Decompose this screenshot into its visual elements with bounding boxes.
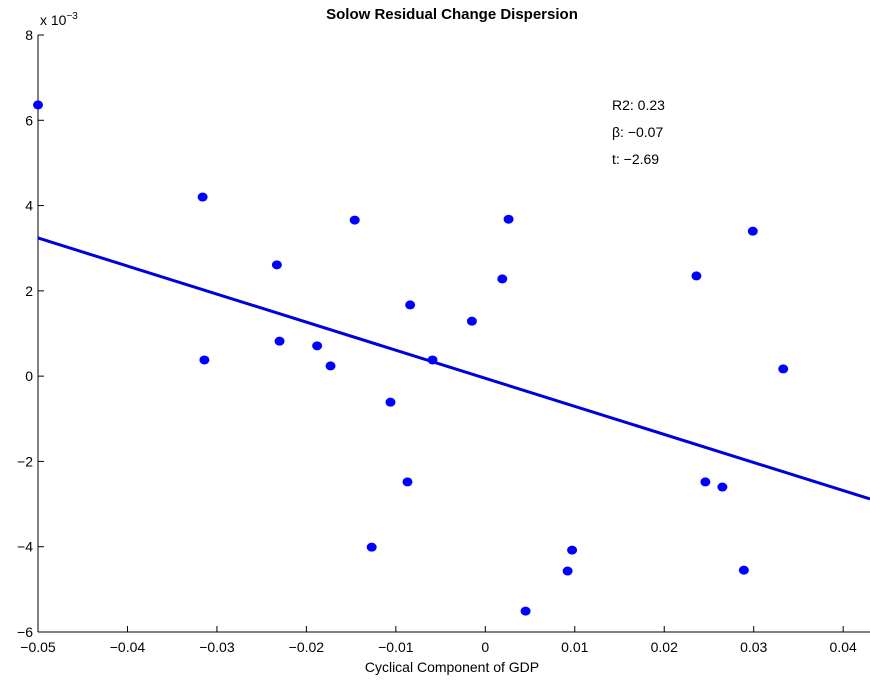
point (738, 565, 749, 575)
y-tick-label: −2 (17, 453, 33, 469)
x-tick-label: 0.03 (740, 639, 767, 655)
point (274, 336, 285, 346)
y-multiplier-base: x 10 (40, 12, 67, 28)
y-multiplier: x 10−3 (40, 11, 78, 28)
point (700, 477, 711, 487)
point (717, 482, 728, 492)
y-tick-label: 6 (25, 112, 33, 128)
y-tick-label: 2 (25, 283, 33, 299)
x-tick-label: −0.05 (20, 639, 56, 655)
point (567, 545, 578, 555)
point (466, 316, 477, 326)
x-tick-label: −0.04 (110, 639, 146, 655)
x-tick-label: 0.02 (651, 639, 678, 655)
point (199, 355, 210, 365)
point (312, 341, 323, 351)
point (691, 271, 702, 281)
point (385, 397, 396, 407)
point (402, 477, 413, 487)
y-tick-label: −6 (17, 624, 33, 640)
point (562, 566, 573, 576)
x-tick-label: −0.03 (199, 639, 235, 655)
y-tick-label: 4 (25, 198, 33, 214)
y-tick-label: 0 (25, 368, 33, 384)
point (271, 260, 282, 270)
y-tick-label: 8 (25, 27, 33, 43)
annotation: β: −0.07 (612, 124, 663, 140)
point (325, 361, 336, 371)
annotation: t: −2.69 (612, 151, 659, 167)
point (778, 364, 789, 374)
point (497, 274, 508, 284)
x-axis-label: Cyclical Component of GDP (365, 659, 539, 675)
point (366, 542, 377, 552)
point (427, 355, 438, 365)
x-tick-label: 0 (481, 639, 489, 655)
y-tick-label: −4 (17, 539, 33, 555)
chart-title: Solow Residual Change Dispersion (326, 6, 578, 23)
point (197, 192, 208, 202)
annotation: R2: 0.23 (612, 97, 665, 113)
x-tick-label: 0.01 (561, 639, 588, 655)
fit-line (37, 236, 870, 501)
point (349, 215, 360, 225)
x-tick-label: −0.02 (289, 639, 325, 655)
point (503, 214, 514, 224)
point (405, 300, 416, 310)
x-tick-label: 0.04 (830, 639, 857, 655)
point (520, 606, 531, 616)
point (33, 100, 43, 110)
y-exponent: −3 (66, 11, 78, 22)
x-tick-label: −0.01 (378, 639, 414, 655)
point (747, 226, 758, 236)
